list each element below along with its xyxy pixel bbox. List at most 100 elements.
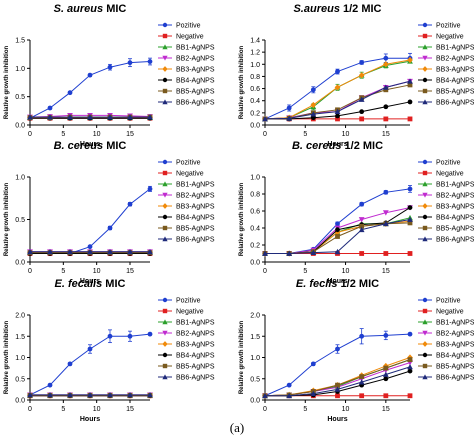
data-point <box>383 104 389 110</box>
y-tick-label: 0.8 <box>250 74 260 81</box>
data-point <box>334 386 341 392</box>
legend-marker <box>422 203 428 209</box>
data-point <box>383 251 389 256</box>
x-tick-label: 5 <box>303 268 307 275</box>
legend-marker <box>162 170 168 176</box>
data-point <box>407 99 413 105</box>
data-point <box>47 114 53 120</box>
data-point <box>286 250 293 256</box>
legend-marker <box>422 22 428 28</box>
legend-marker <box>422 99 428 105</box>
legend-label: Negative <box>436 34 464 41</box>
series-1 <box>27 329 153 398</box>
data-point <box>107 392 113 398</box>
legend-marker <box>162 225 168 231</box>
y-tick-label: 2.0 <box>15 313 25 320</box>
data-point <box>359 393 365 399</box>
series-1 <box>262 328 413 399</box>
y-tick-label: 0.5 <box>15 376 25 383</box>
y-axis-label: Relative growth inhibition <box>239 46 245 120</box>
x-axis-label: Hours <box>327 141 347 148</box>
data-point <box>310 111 317 117</box>
legend-marker <box>162 44 168 50</box>
y-tick-label: 0.0 <box>250 260 260 267</box>
y-tick-label: 0.4 <box>250 98 260 105</box>
y-tick-label: 1.0 <box>15 175 25 182</box>
data-point <box>382 220 389 227</box>
data-point <box>335 69 340 74</box>
legend: Pozitive Negative BB1-AgNPS BB2-AgNPS BB3-Ag… <box>158 160 215 244</box>
data-point <box>359 116 365 122</box>
data-point <box>87 72 93 78</box>
legend-marker <box>162 99 168 105</box>
data-point <box>382 84 389 90</box>
chart-panel-1: S. aureus MIC 0.0 0.5 1.0 1.5 0 5 10 15 Hours Rela… <box>4 3 215 148</box>
chart-title: S.aureus 1/2 MIC <box>293 3 381 15</box>
data-point <box>27 114 33 120</box>
legend-label: BB3-AgNPS <box>176 342 215 349</box>
x-tick-label: 5 <box>303 406 307 413</box>
legend-label: Pozitive <box>436 23 461 30</box>
legend-label: Negative <box>176 34 204 41</box>
legend-label: BB3-AgNPS <box>436 67 474 74</box>
x-axis-label: Hours <box>80 278 100 285</box>
chart-title-species: S.aureus <box>293 3 339 15</box>
legend-label: BB2-AgNPS <box>176 56 215 63</box>
chart-title-species: B. cereus <box>292 140 342 152</box>
x-tick-label: 0 <box>28 406 32 413</box>
data-point <box>47 382 53 388</box>
legend-label: BB3-AgNPS <box>436 204 474 211</box>
legend-label: BB6-AgNPS <box>176 375 215 382</box>
x-tick-label: 0 <box>28 268 32 275</box>
legend-label: BB1-AgNPS <box>436 45 474 52</box>
chart-title-rest: MIC <box>102 278 125 290</box>
legend-label: BB4-AgNPS <box>176 215 215 222</box>
series-8 <box>262 78 413 122</box>
data-point <box>127 333 133 339</box>
data-point <box>27 392 33 398</box>
y-tick-label: 0.5 <box>15 217 25 224</box>
legend-label: BB2-AgNPS <box>436 56 474 63</box>
legend-marker <box>162 363 168 369</box>
y-tick-label: 1.0 <box>250 175 260 182</box>
y-tick-label: 1.5 <box>15 334 25 341</box>
legend-label: Negative <box>176 309 204 316</box>
legend-label: Negative <box>436 171 464 178</box>
data-point <box>359 109 365 115</box>
y-tick-label: 1.2 <box>250 50 260 57</box>
y-tick-label: 0.6 <box>250 209 260 216</box>
y-tick-label: 0.4 <box>250 226 260 233</box>
data-point <box>262 392 268 399</box>
data-point <box>383 189 389 195</box>
chart-panel-2: S.aureus 1/2 MIC 0.0 0.2 0.4 0.6 0.8 1.0 1.2 1.4… <box>239 3 474 148</box>
chart-title-species: E. feclis <box>296 278 338 290</box>
legend-label: BB5-AgNPS <box>436 226 474 233</box>
data-point <box>383 365 389 371</box>
data-point <box>310 390 317 397</box>
data-point <box>147 114 153 120</box>
y-axis-label: Relative growth inhibition <box>4 46 10 120</box>
chart-panel-6: E. feclis 1/2 MIC 0.0 0.5 1.0 1.5 2.0 0 5 10 15 Ho… <box>239 278 474 423</box>
data-point <box>359 333 365 339</box>
legend-label: BB1-AgNPS <box>176 45 215 52</box>
legend-label: BB5-AgNPS <box>176 89 215 96</box>
legend-marker <box>162 308 168 314</box>
legend-label: BB5-AgNPS <box>176 226 215 233</box>
legend-label: Pozitive <box>176 160 201 167</box>
data-point <box>383 333 389 338</box>
legend-marker <box>422 88 428 94</box>
legend-label: BB5-AgNPS <box>176 364 215 371</box>
y-tick-label: 0.0 <box>250 123 260 130</box>
data-point <box>382 210 389 216</box>
y-tick-label: 0.0 <box>15 398 25 405</box>
x-tick-label: 15 <box>126 131 134 138</box>
x-tick-label: 5 <box>61 268 65 275</box>
legend-marker <box>162 236 168 242</box>
legend: Pozitive Negative BB1-AgNPS BB2-AgNPS BB3-Ag… <box>418 160 474 244</box>
data-point <box>407 56 413 64</box>
legend-marker <box>422 374 428 380</box>
legend-label: BB4-AgNPS <box>436 78 474 85</box>
y-tick-label: 0.6 <box>250 86 260 93</box>
legend-marker <box>422 236 428 242</box>
